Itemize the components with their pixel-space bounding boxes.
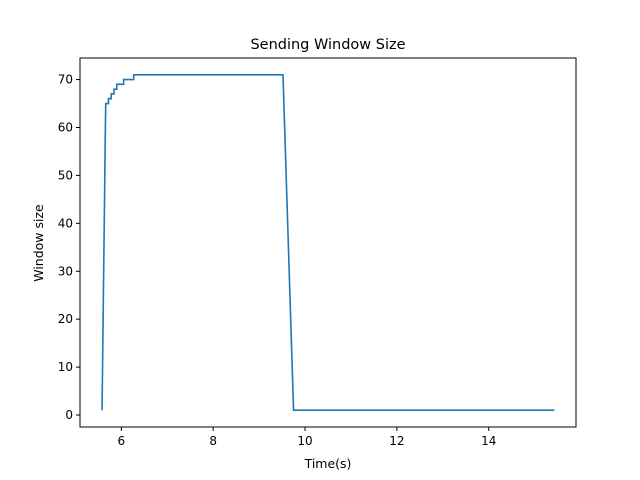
x-tick-label: 10	[297, 434, 312, 448]
x-tick-label: 8	[209, 434, 217, 448]
y-tick-label: 50	[58, 168, 73, 182]
x-axis-label: Time(s)	[304, 456, 352, 471]
y-axis-label: Window size	[31, 204, 46, 282]
y-tick-label: 0	[65, 408, 73, 422]
axes-frame	[79, 57, 577, 428]
y-tick-label: 40	[58, 216, 73, 230]
y-tick-label: 60	[58, 120, 73, 134]
x-tick-label: 12	[389, 434, 404, 448]
y-tick-label: 30	[58, 264, 73, 278]
plot-area	[101, 73, 555, 412]
y-tick-label: 10	[58, 360, 73, 374]
series-line-0	[101, 73, 555, 412]
chart-title: Sending Window Size	[250, 37, 405, 53]
x-tick-label: 14	[481, 434, 496, 448]
x-tick-label: 6	[118, 434, 126, 448]
x-axis: 6 8 10 12 14	[118, 427, 496, 448]
y-tick-label: 70	[58, 73, 73, 87]
y-axis: 0 10 20 30 40 50 60 70	[58, 73, 80, 422]
y-tick-label: 20	[58, 312, 73, 326]
